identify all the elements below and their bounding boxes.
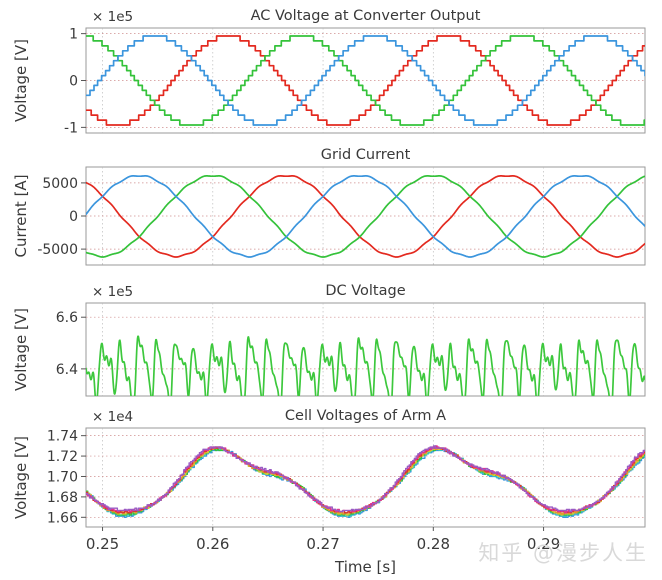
series-phase-b	[86, 35, 645, 126]
y-tick-label: 1.72	[47, 449, 78, 465]
subplot-3: 6.6 6.4 DC Voltage × 1e5 Voltage [V]	[12, 283, 646, 397]
y-axis-label: Current [A]	[12, 174, 30, 257]
y-tick-label: 1	[69, 27, 78, 43]
x-tick-label: 0.26	[196, 535, 229, 553]
subplot-title: DC Voltage	[325, 283, 405, 299]
x-tick-label: 0.28	[417, 535, 450, 553]
series-phase-c	[86, 175, 645, 258]
y-axis-label: Voltage [V]	[12, 436, 30, 519]
y-axis-label: Voltage [V]	[12, 39, 30, 122]
watermark-text: 知乎 @漫步人生	[478, 541, 648, 565]
series-cell-8	[86, 445, 645, 513]
y-axis-label: Voltage [V]	[12, 308, 30, 391]
y-tick-label: -1	[64, 120, 78, 136]
series-phase-c	[86, 35, 645, 126]
axis-multiplier: × 1e5	[92, 284, 133, 300]
series-phase-a	[86, 35, 645, 126]
x-tick-label: 0.29	[527, 535, 560, 553]
subplot-1: 1 0 -1 AC Voltage at Converter Output × 1e5 V…	[12, 8, 646, 136]
series-phase-b	[86, 175, 645, 258]
trace-group	[86, 445, 645, 518]
subplot-2: 5000 0 -5000 Grid Current Current [A]	[12, 147, 646, 266]
series-phase-a	[86, 175, 645, 258]
x-tick-label: 0.25	[86, 535, 119, 553]
y-tick-label: 6.4	[56, 362, 78, 378]
subplot-4: 1.74 1.72 1.70 1.68 1.66 Cell Voltages of Arm…	[12, 408, 646, 531]
x-axis-label: Time [s]	[334, 558, 396, 576]
y-tick-label: 1.66	[47, 510, 78, 526]
y-tick-label: 0	[69, 209, 78, 225]
y-tick-label: 1.70	[47, 469, 78, 485]
y-tick-label: -5000	[37, 242, 78, 258]
trace-group	[86, 175, 645, 258]
y-tick-label: 5000	[42, 176, 78, 192]
series-vdc	[86, 335, 645, 396]
axis-multiplier: × 1e5	[92, 9, 133, 25]
subplot-title: Cell Voltages of Arm A	[285, 408, 446, 424]
trace-group	[86, 335, 645, 396]
subplot-title: Grid Current	[321, 147, 411, 163]
y-tick-label: 0	[69, 74, 78, 90]
axes-frame	[85, 302, 646, 397]
y-tick-label: 1.74	[47, 429, 78, 445]
axis-multiplier: × 1e4	[92, 409, 133, 425]
y-tick-label: 1.68	[47, 490, 78, 506]
y-tick-label: 6.6	[56, 310, 78, 326]
trace-group	[86, 35, 645, 126]
x-tick-label: 0.27	[306, 535, 339, 553]
axes-frame	[85, 27, 646, 134]
subplot-title: AC Voltage at Converter Output	[251, 8, 481, 24]
